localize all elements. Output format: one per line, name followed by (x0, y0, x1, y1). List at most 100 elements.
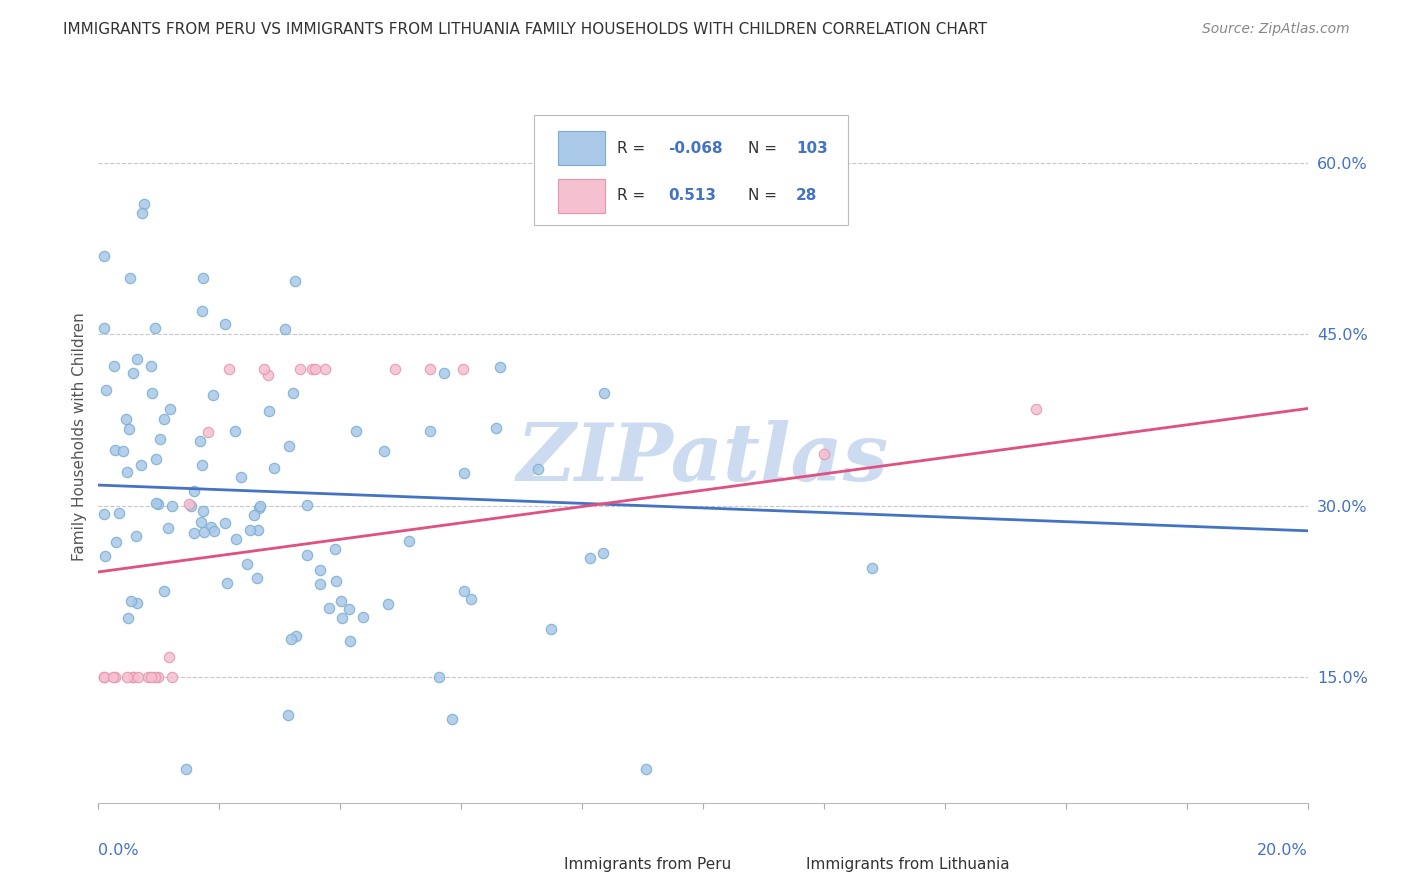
Point (156, 521, 179, 535)
Text: ZIPatlas: ZIPatlas (517, 420, 889, 498)
Point (451, 361, 474, 376)
Point (103, 359, 125, 373)
Point (111, 443, 134, 458)
FancyBboxPatch shape (534, 115, 848, 225)
Text: R =: R = (617, 141, 650, 156)
Point (274, 322, 297, 336)
Point (104, 535, 127, 549)
Point (160, 670, 183, 684)
Point (145, 496, 167, 510)
Point (257, 368, 280, 383)
Point (295, 498, 318, 512)
Point (115, 412, 138, 426)
Point (247, 523, 270, 537)
Point (246, 571, 269, 585)
Point (120, 594, 142, 608)
Point (453, 466, 475, 480)
Point (217, 575, 239, 590)
Point (190, 304, 212, 318)
Point (488, 359, 510, 374)
Point (813, 447, 835, 461)
Point (592, 385, 614, 400)
Point (323, 542, 346, 557)
Point (281, 386, 304, 401)
Point (239, 523, 262, 537)
Point (117, 670, 139, 684)
Point (527, 461, 550, 475)
Point (104, 670, 127, 684)
Point (159, 401, 181, 416)
Point (253, 361, 276, 376)
Text: Source: ZipAtlas.com: Source: ZipAtlas.com (1202, 22, 1350, 37)
Point (143, 321, 166, 335)
Point (318, 601, 340, 615)
Point (153, 412, 176, 426)
Point (540, 623, 562, 637)
Point (125, 529, 148, 543)
Point (280, 632, 302, 647)
Point (125, 352, 148, 367)
Point (308, 577, 330, 591)
FancyBboxPatch shape (558, 179, 605, 212)
FancyBboxPatch shape (768, 854, 799, 875)
Point (247, 501, 270, 516)
Point (141, 385, 163, 400)
Point (153, 583, 176, 598)
Point (188, 434, 211, 449)
Point (344, 425, 367, 439)
Text: 103: 103 (796, 141, 828, 156)
Point (236, 557, 259, 571)
Point (93, 670, 115, 684)
Text: Immigrants from Peru: Immigrants from Peru (564, 857, 731, 872)
Point (160, 499, 183, 513)
Point (288, 361, 311, 376)
Point (419, 361, 441, 376)
Point (118, 271, 141, 285)
Point (149, 432, 172, 446)
Point (101, 670, 124, 684)
Point (352, 609, 374, 624)
Point (93, 249, 115, 263)
Point (190, 515, 212, 529)
Point (337, 602, 360, 616)
Point (193, 504, 215, 518)
Point (330, 594, 353, 608)
Point (325, 574, 347, 589)
Point (225, 532, 247, 546)
Point (634, 762, 657, 776)
Point (579, 550, 602, 565)
Point (157, 650, 180, 665)
Point (141, 359, 163, 374)
Point (277, 707, 299, 722)
Point (214, 516, 236, 531)
Point (96, 383, 118, 397)
Point (122, 670, 145, 684)
Text: -0.068: -0.068 (668, 141, 723, 156)
Point (592, 546, 614, 560)
Point (191, 458, 214, 472)
Point (115, 466, 138, 480)
Text: 20.0%: 20.0% (1257, 843, 1308, 858)
Point (127, 670, 149, 684)
Text: IMMIGRANTS FROM PERU VS IMMIGRANTS FROM LITHUANIA FAMILY HOUSEHOLDS WITH CHILDRE: IMMIGRANTS FROM PERU VS IMMIGRANTS FROM … (63, 22, 987, 37)
Point (373, 444, 395, 458)
Point (419, 424, 441, 438)
Point (284, 275, 307, 289)
Point (201, 388, 224, 402)
Point (308, 563, 330, 577)
Point (427, 671, 450, 685)
Point (129, 458, 152, 472)
Point (132, 196, 155, 211)
Point (183, 484, 205, 499)
Point (339, 634, 361, 648)
Point (249, 499, 271, 513)
Point (191, 271, 214, 285)
Point (398, 534, 420, 549)
Point (214, 317, 236, 331)
Point (433, 367, 456, 381)
Point (139, 670, 162, 684)
Point (117, 611, 139, 625)
Point (278, 439, 301, 453)
Point (180, 499, 202, 513)
Point (193, 525, 215, 540)
